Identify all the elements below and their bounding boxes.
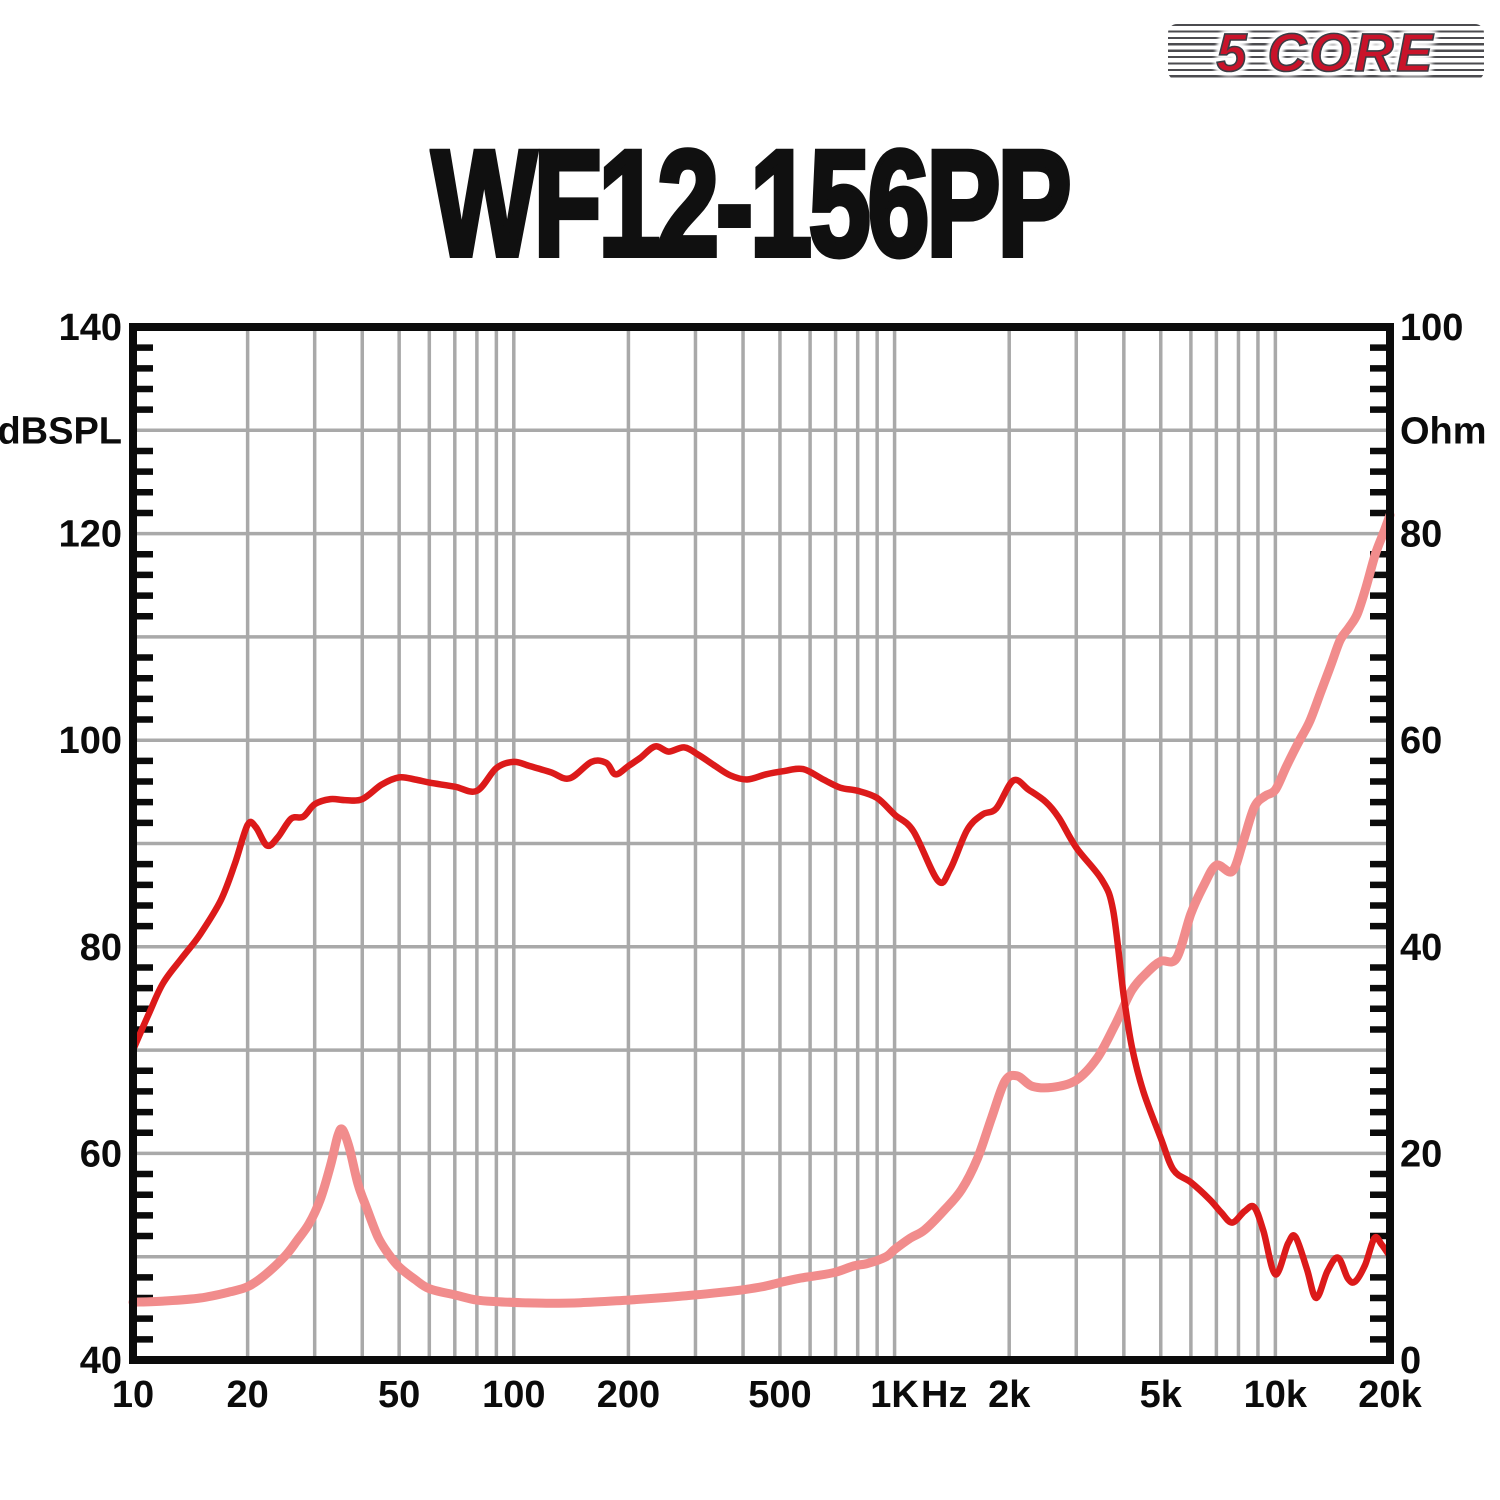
x-axis-label: Hz <box>921 1374 967 1416</box>
x-axis-label: 500 <box>748 1374 811 1416</box>
left-axis-label: 40 <box>80 1340 122 1382</box>
right-axis-label: 80 <box>1400 514 1442 556</box>
right-axis-label: 20 <box>1400 1133 1442 1175</box>
right-axis-label: 60 <box>1400 720 1442 762</box>
left-axis-label: 60 <box>80 1133 122 1175</box>
page-title: WF12-156PP <box>0 119 1500 287</box>
right-axis-label: 40 <box>1400 927 1442 969</box>
x-axis-label: 1K <box>870 1374 919 1416</box>
right-axis-label: 0 <box>1400 1340 1421 1382</box>
x-axis-label: 200 <box>597 1374 660 1416</box>
left-axis-label: 100 <box>59 720 122 762</box>
left-axis-label: 80 <box>80 927 122 969</box>
x-axis-label: 2k <box>988 1374 1031 1416</box>
left-axis-label: 120 <box>59 514 122 556</box>
brand-logo: 5 CORE <box>1168 14 1484 92</box>
model-number: WF12-156PP <box>429 119 1073 287</box>
left-axis-label: 140 <box>59 307 122 349</box>
right-axis-label: 100 <box>1400 307 1463 349</box>
logo-stripes-background <box>1168 24 1484 80</box>
x-axis-label: 10k <box>1244 1374 1308 1416</box>
left-axis-label: dBSPL <box>0 410 122 452</box>
x-axis-label: 5k <box>1140 1374 1183 1416</box>
spl-curve <box>129 743 1394 1302</box>
x-axis-label: 10 <box>112 1374 154 1416</box>
x-axis-label: 100 <box>482 1374 545 1416</box>
x-axis-label: 20k <box>1358 1374 1422 1416</box>
plot-frame <box>129 323 1394 1364</box>
x-axis-label: 50 <box>378 1374 420 1416</box>
x-axis-label: 20 <box>226 1374 268 1416</box>
impedance-curve <box>128 510 1395 1308</box>
logo-text: 5 CORE <box>1216 22 1436 84</box>
right-axis-label: Ohm <box>1400 410 1487 452</box>
